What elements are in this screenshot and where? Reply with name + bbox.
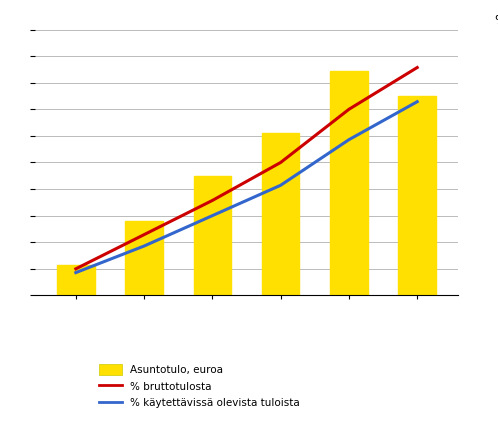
Bar: [398, 96, 436, 295]
Bar: [330, 71, 368, 295]
Legend: Asuntotulo, euroa, % bruttotulosta, % käytettävissä olevista tuloista: Asuntotulo, euroa, % bruttotulosta, % kä…: [95, 360, 304, 413]
Bar: [57, 265, 95, 295]
Bar: [194, 176, 231, 295]
Bar: [262, 133, 299, 295]
Bar: [125, 221, 163, 295]
Text: %: %: [495, 14, 498, 27]
